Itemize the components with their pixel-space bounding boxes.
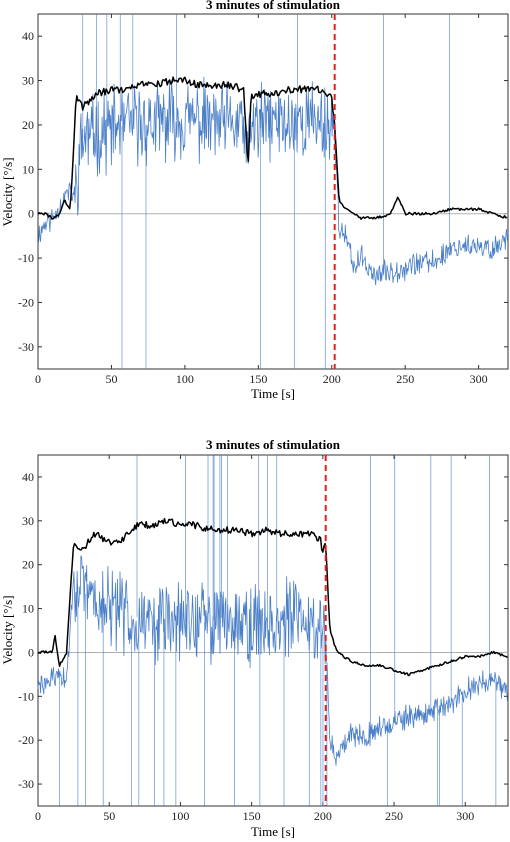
y-tick-label: -10: [18, 689, 34, 703]
x-tick-label: 50: [103, 809, 115, 823]
y-tick-label: -30: [18, 777, 34, 791]
chart-2-noise-spikes: [59, 455, 497, 806]
x-tick-label: 0: [35, 809, 41, 823]
y-tick-label: 40: [22, 470, 34, 484]
x-tick-label: 150: [249, 372, 267, 386]
y-tick-label: 20: [22, 118, 34, 132]
chart-1-xlabel: Time [s]: [251, 386, 295, 401]
x-tick-label: 200: [323, 372, 341, 386]
chart-2-ticks: 0 50 100 150 200 250 300 -30 -20 -10 0 10 20 30 40: [18, 455, 508, 823]
chart-2-series-blue: [37, 555, 509, 766]
x-tick-label: 0: [35, 372, 41, 386]
chart-2-title: 3 minutes of stimulation: [206, 437, 341, 452]
chart-2-series-black: [37, 517, 508, 677]
x-tick-label: 250: [396, 372, 414, 386]
y-tick-label: -20: [18, 295, 34, 309]
y-tick-label: 0: [28, 645, 34, 659]
chart-1-title: 3 minutes of stimulation: [206, 0, 341, 12]
chart-1-ylabel: Velocity [°/s]: [0, 157, 15, 226]
x-tick-label: 250: [385, 809, 403, 823]
chart-panel-2: 3 minutes of stimulation 0 50 100 150 200 250…: [0, 437, 509, 839]
y-tick-label: -10: [18, 251, 34, 265]
x-tick-label: 150: [243, 809, 261, 823]
x-tick-label: 300: [470, 372, 488, 386]
y-tick-label: 10: [22, 162, 34, 176]
y-tick-label: 30: [22, 74, 34, 88]
chart-1-series-black: [37, 76, 508, 220]
x-tick-label: 100: [171, 809, 189, 823]
y-tick-label: -20: [18, 733, 34, 747]
chart-2-ylabel: Velocity [°/s]: [0, 595, 15, 664]
x-tick-label: 100: [176, 372, 194, 386]
x-tick-label: 300: [456, 809, 474, 823]
y-tick-label: 30: [22, 514, 34, 528]
chart-1-ticks: 0 50 100 150 200 250 300 -30 -20 -10 0 10 20 30 40: [18, 14, 508, 386]
y-tick-label: 40: [22, 29, 34, 43]
chart-2-plot-frame: [37, 454, 509, 807]
chart-1-plot-frame: [37, 13, 509, 370]
chart-1-series-blue: [37, 76, 509, 286]
x-tick-label: 50: [105, 372, 117, 386]
y-tick-label: 0: [28, 207, 34, 221]
chart-2-xlabel: Time [s]: [251, 824, 295, 839]
chart-panel-1: 3 minutes of stimulation 0 50 100 150 200 250…: [0, 0, 509, 401]
chart-1-noise-spikes: [82, 14, 450, 369]
y-tick-label: 20: [22, 558, 34, 572]
y-tick-label: -30: [18, 340, 34, 354]
y-tick-label: 10: [22, 602, 34, 616]
x-tick-label: 200: [314, 809, 332, 823]
